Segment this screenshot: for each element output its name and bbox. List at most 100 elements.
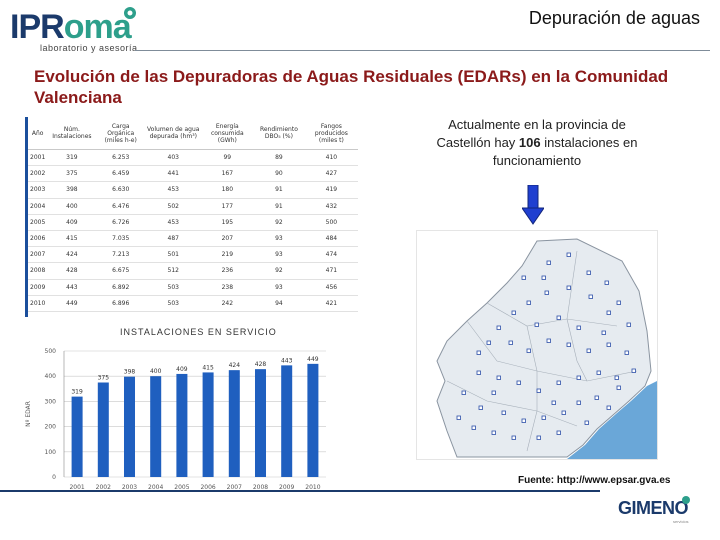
table-cell: 6.630 [96,181,145,199]
bar [176,373,188,477]
table-cell: 319 [47,149,97,167]
installations-bar-chart: 0 100 200 300 400 500 Nº EDAR 319 2001 375 2002 398… [25,348,326,491]
y-tick-label: 400 [45,373,57,380]
installation-marker [556,315,561,320]
chart-title: INSTALACIONES EN SERVICIO [120,327,277,337]
table-cell: 167 [201,165,254,183]
installation-marker [516,380,521,385]
table-row: 2001 319 6.253 403 99 89 410 [28,149,358,167]
table-cell: 236 [201,262,254,280]
installation-marker [534,322,539,327]
installation-marker [508,340,513,345]
table-header: Volumen de agua depurada (hm³) [145,117,202,150]
table-row: 2004 400 6.476 502 177 91 432 [28,198,358,215]
data-label: 443 [281,357,293,364]
castellon-map-panel [416,230,658,460]
table-cell: 7.035 [96,230,145,248]
bar [307,363,319,477]
table-cell: 6.675 [96,262,145,280]
installation-marker [601,330,606,335]
logo-subtitle: laboratorio y asesoría [40,43,138,53]
bar [97,382,109,477]
bar [202,372,214,477]
note-line-1: Actualmente en la provincia de [448,117,626,132]
province-shape [436,238,652,458]
installation-marker [586,348,591,353]
installation-marker [566,285,571,290]
y-axis-label: Nº EDAR [25,401,32,427]
table-cell: 375 [47,165,97,183]
installation-marker [526,348,531,353]
table-header-row: Año Núm. Instalaciones Carga Orgánica (m… [28,117,358,150]
table-cell: 443 [47,279,97,296]
table-cell: 99 [201,149,254,167]
table-row: 2007 424 7.213 501 219 93 474 [28,246,358,264]
note-line-2: Castellón hay 106 instalaciones en [410,134,664,152]
installation-marker [546,338,551,343]
statistics-table: Año Núm. Instalaciones Carga Orgánica (m… [28,117,358,312]
x-tick-label: 2003 [122,484,137,491]
table-cell: 432 [304,198,358,215]
table-cell: 92 [253,214,305,231]
table-cell: 2004 [28,198,48,215]
installation-marker [491,430,496,435]
table-cell: 238 [201,279,254,296]
table-cell: 427 [304,165,358,183]
table-cell: 2001 [28,149,48,167]
installation-marker [476,350,481,355]
table-cell: 91 [253,181,305,199]
statistics-table-panel: Año Núm. Instalaciones Carga Orgánica (m… [25,117,358,317]
x-tick-label: 2010 [305,484,320,491]
table-cell: 409 [47,214,97,231]
installation-marker [521,275,526,280]
note-highlight-count: 106 [518,135,541,150]
installation-marker [496,325,501,330]
data-label: 428 [255,361,267,368]
y-tick-label: 500 [45,348,57,355]
table-cell: 2006 [28,230,48,248]
table-cell: 474 [304,246,358,264]
page-header-title: Depuración de aguas [528,8,700,28]
source-note: Fuente: http://www.epsar.gva.es [518,475,671,486]
y-tick-label: 200 [45,424,57,431]
data-label: 400 [150,368,162,375]
table-cell: 93 [253,230,305,248]
table-cell: 2003 [28,181,48,199]
table-cell: 2005 [28,214,48,231]
table-cell: 500 [304,214,358,231]
slide-title: Evolución de las Depuradoras de Aguas Re… [34,67,669,107]
table-cell: 2007 [28,246,48,264]
table-cell: 502 [145,198,202,215]
x-tick-label: 2006 [200,484,215,491]
installation-marker [566,342,571,347]
table-cell: 242 [201,295,254,312]
bar [123,376,136,477]
data-label: 398 [124,369,136,376]
table-header: Año [28,117,48,150]
table-cell: 441 [145,165,202,183]
installation-marker [616,300,621,305]
table-body: 2001 319 6.253 403 99 89 410 2002 375 6.459 441 167… [28,149,358,312]
table-header: Rendimiento DBO₅ (%) [253,117,305,150]
installation-marker [584,420,589,425]
installation-marker [551,400,556,405]
installation-marker [501,410,506,415]
table-row: 2006 415 7.035 487 207 93 484 [28,230,358,248]
installation-marker [536,435,541,440]
installation-marker [541,275,546,280]
data-label: 449 [307,356,319,363]
logo-leaf-icon [124,7,136,19]
bar [281,365,293,477]
bar [254,369,267,477]
data-label: 375 [98,375,110,382]
installation-marker [616,385,621,390]
installation-marker [576,400,581,405]
installation-marker [626,322,631,327]
installation-marker [624,350,629,355]
installation-marker [604,280,609,285]
installation-marker [561,410,566,415]
table-cell: 6.476 [96,198,145,215]
installation-marker [511,310,516,315]
header-divider [135,50,710,51]
table-cell: 501 [145,246,202,264]
